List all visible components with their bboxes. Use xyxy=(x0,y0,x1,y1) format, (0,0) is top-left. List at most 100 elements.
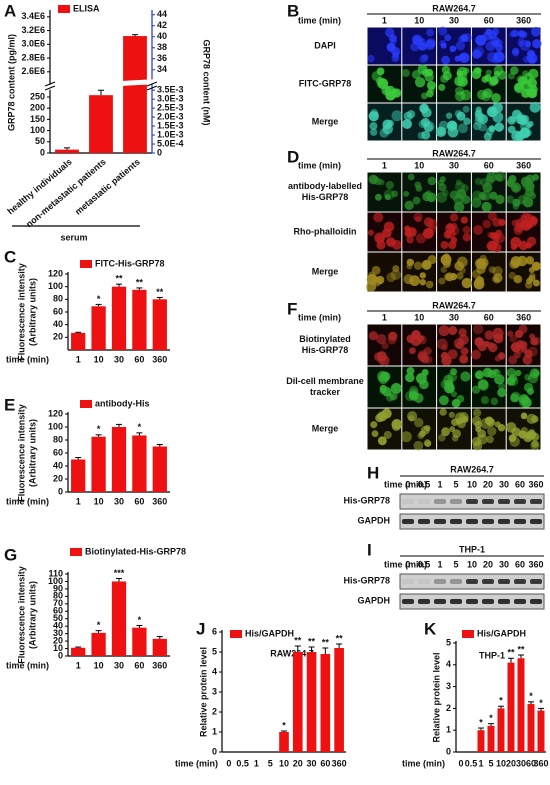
cell xyxy=(421,130,431,140)
cell xyxy=(479,254,487,263)
cell xyxy=(443,253,450,260)
cell xyxy=(460,347,469,356)
row-label: Merge xyxy=(312,116,339,126)
significance: ** xyxy=(115,274,123,284)
cell xyxy=(508,355,518,365)
x-tick-label: 0 xyxy=(458,758,463,768)
cell xyxy=(404,200,414,211)
cell xyxy=(371,71,382,82)
blot-band xyxy=(498,599,510,604)
bar xyxy=(537,710,545,752)
x-axis-label: time (min) xyxy=(6,496,49,506)
row-label: tracker xyxy=(310,387,341,397)
error-bar xyxy=(116,283,122,287)
x-tick-label: 1 xyxy=(76,354,81,364)
cell xyxy=(453,338,465,349)
cell xyxy=(524,40,532,48)
y-tick-label: 60 xyxy=(53,606,63,616)
cell xyxy=(471,436,482,447)
row-label: antibody-labelled xyxy=(288,181,362,191)
y-tick-label: 90 xyxy=(53,583,63,593)
significance: ** xyxy=(156,287,164,297)
cell xyxy=(382,228,392,238)
bar xyxy=(132,627,147,656)
bar xyxy=(152,638,167,656)
y2-tick-label: 0 xyxy=(157,147,162,157)
cells xyxy=(440,213,471,250)
cell xyxy=(441,355,452,366)
error-bar xyxy=(95,303,102,307)
cell xyxy=(482,31,493,41)
cell xyxy=(383,189,395,200)
cell xyxy=(443,230,452,239)
cell xyxy=(480,190,492,201)
cells xyxy=(406,329,433,364)
blot-band xyxy=(498,499,510,504)
cell xyxy=(460,34,469,42)
y-tick-label: 20 xyxy=(53,473,63,483)
cell xyxy=(374,193,382,201)
y2-tick-label: 5.0E-4 xyxy=(157,138,184,148)
cell xyxy=(495,173,503,182)
y2-tick-label: 1.0E-3 xyxy=(157,129,184,139)
y-tick-label: 4 xyxy=(212,666,217,676)
y2-tick-label: 34 xyxy=(157,64,167,74)
cell xyxy=(528,56,536,64)
cell xyxy=(453,201,465,213)
error-bar xyxy=(281,730,287,732)
cell xyxy=(511,29,519,38)
cells xyxy=(401,64,436,100)
time-tick: 20 xyxy=(483,559,493,569)
bar xyxy=(91,632,106,656)
bar xyxy=(279,732,289,752)
row-label: Merge xyxy=(312,423,339,433)
cell xyxy=(441,55,451,65)
cell xyxy=(438,26,448,36)
error-bar xyxy=(156,296,163,300)
error-bar xyxy=(156,444,163,447)
cell xyxy=(473,225,484,235)
time-tick: 30 xyxy=(499,559,509,569)
cell xyxy=(439,408,447,416)
time-tick: 60 xyxy=(484,312,494,322)
row-label: DiI-cell membrane xyxy=(286,376,364,386)
y2-tick-label: 44 xyxy=(157,9,167,19)
legend-label: His/GAPDH xyxy=(477,628,526,638)
cell xyxy=(370,421,378,429)
cells xyxy=(471,65,507,103)
cells xyxy=(436,176,471,213)
cell xyxy=(438,325,450,337)
row-label: His-GRP78 xyxy=(302,345,349,355)
cell xyxy=(506,195,515,204)
cell xyxy=(377,78,389,90)
time-tick: 10 xyxy=(467,559,477,569)
time-tick: 30 xyxy=(449,15,459,25)
row-label: His-GRP78 xyxy=(343,575,390,585)
cell xyxy=(383,430,392,439)
time-tick: 1 xyxy=(382,15,387,25)
cell xyxy=(438,395,449,406)
time-tick: 20 xyxy=(483,479,493,489)
cell xyxy=(443,374,454,386)
blot-band xyxy=(418,499,430,504)
blot-band xyxy=(530,499,542,504)
row-label: Merge xyxy=(312,266,339,276)
x-tick-label: 1 xyxy=(76,660,81,670)
cell xyxy=(450,222,458,230)
cell xyxy=(424,355,433,364)
cell xyxy=(530,337,539,346)
cell xyxy=(368,331,378,341)
cell xyxy=(526,413,537,425)
cell xyxy=(459,266,466,274)
cell-line: THP-1 xyxy=(459,544,485,554)
error-bar xyxy=(518,654,524,659)
x-tick-label: 10 xyxy=(496,758,506,768)
cell xyxy=(406,235,414,244)
cell xyxy=(374,232,385,244)
y-tick-label: 0 xyxy=(58,650,63,660)
row-label: Rho-phalloidin xyxy=(294,226,357,236)
cell xyxy=(451,435,459,442)
x-tick-label: 0.5 xyxy=(465,758,478,768)
cell xyxy=(373,212,384,223)
cell xyxy=(437,338,448,350)
